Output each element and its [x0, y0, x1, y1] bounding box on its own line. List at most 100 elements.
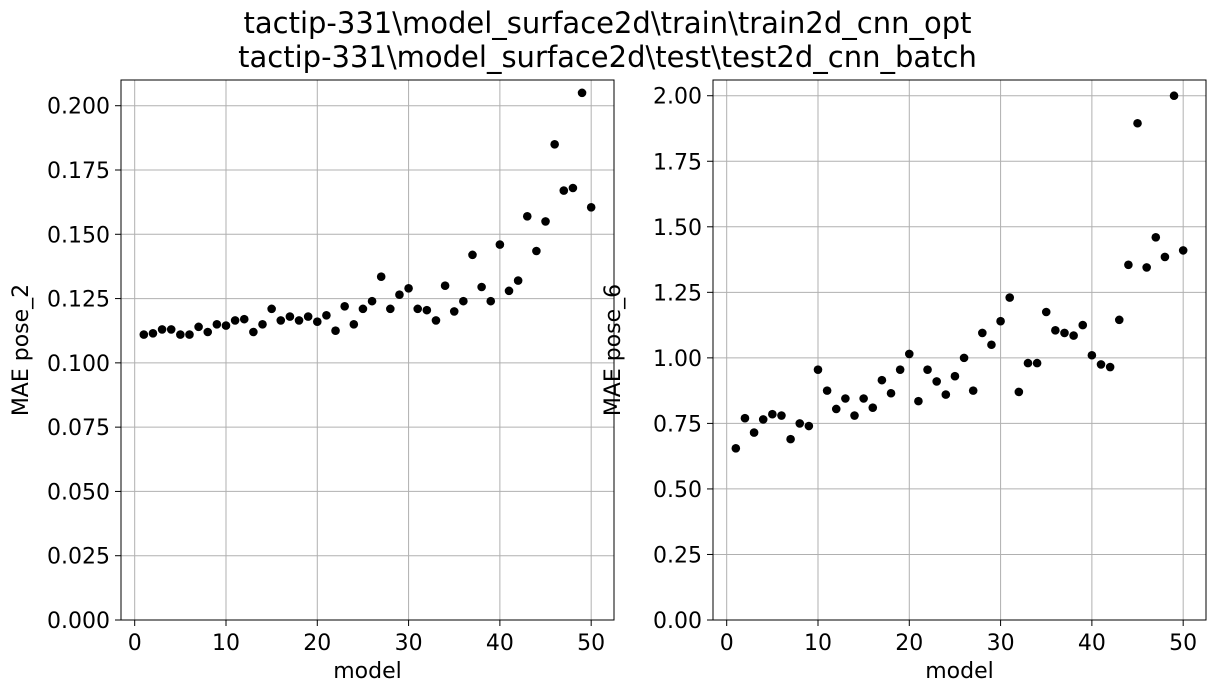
left-data-point — [203, 327, 213, 337]
left-data-point — [166, 325, 176, 334]
right-data-point — [740, 413, 750, 423]
right-data-point — [768, 409, 777, 419]
right-data-point — [904, 349, 914, 359]
right-data-point — [1114, 315, 1124, 325]
left-data-point — [404, 283, 413, 293]
left-data-point — [504, 286, 514, 296]
right-y-tick-label: 0.50 — [653, 478, 702, 503]
left-data-point — [413, 304, 423, 314]
right-data-point — [914, 396, 923, 406]
left-y-tick-label: 0.125 — [47, 288, 110, 313]
right-data-point — [804, 421, 814, 431]
left-data-point — [386, 304, 395, 314]
left-data-point — [285, 312, 295, 321]
left-y-tick-label: 0.100 — [47, 352, 110, 377]
right-data-point — [777, 411, 786, 420]
left-data-point — [367, 296, 377, 306]
right-data-point — [895, 365, 905, 374]
left-y-tick-label: 0.075 — [47, 416, 110, 441]
left-data-point — [422, 305, 432, 315]
left-y-axis-label: MAE pose_2 — [9, 284, 34, 416]
right-y-tick-label: 1.50 — [653, 216, 702, 241]
right-plot-frame — [712, 79, 1207, 621]
right-data-point — [1178, 246, 1188, 255]
left-data-point — [431, 316, 441, 325]
left-data-point — [194, 322, 203, 332]
left-x-tick-label: 40 — [486, 631, 514, 656]
right-data-point — [850, 411, 859, 420]
left-chart-panel: 0 10 20 30 40 50 0.000 0.025 0.050 0.075 0.100 0.12… — [9, 79, 615, 684]
right-data-point — [932, 377, 941, 386]
right-data-point — [1105, 362, 1115, 372]
left-data-point — [294, 316, 304, 325]
right-data-point — [886, 388, 896, 398]
right-y-tick-label: 0.00 — [653, 609, 702, 634]
left-data-point — [550, 139, 559, 149]
right-data-point — [1169, 91, 1179, 101]
right-data-point — [831, 404, 841, 414]
right-data-point — [813, 365, 823, 374]
right-data-point — [1151, 232, 1161, 242]
left-data-point — [139, 330, 149, 339]
right-y-axis-label: MAE pose_6 — [601, 284, 626, 416]
right-x-axis-label: model — [925, 659, 994, 684]
right-data-point — [1078, 320, 1088, 330]
left-data-point — [176, 330, 185, 339]
left-data-point — [303, 312, 313, 321]
left-data-point — [468, 250, 477, 260]
right-data-point — [978, 328, 987, 338]
left-data-point — [568, 183, 578, 193]
right-data-point — [1060, 328, 1069, 338]
right-data-point — [941, 390, 951, 399]
right-data-point — [795, 419, 805, 428]
right-data-point — [987, 340, 996, 350]
left-data-point — [221, 321, 231, 330]
left-data-point — [322, 310, 331, 320]
left-data-point — [331, 326, 340, 336]
left-data-point — [586, 202, 596, 212]
left-x-tick-label: 30 — [395, 631, 423, 656]
left-y-tick-label: 0.200 — [47, 95, 110, 120]
left-data-point — [577, 88, 587, 98]
right-data-point — [1032, 358, 1042, 368]
left-data-point — [185, 330, 194, 339]
right-x-tick-label: 30 — [987, 631, 1015, 656]
left-data-point — [212, 319, 222, 329]
left-data-point — [395, 290, 404, 300]
left-data-point — [495, 240, 505, 249]
right-data-point — [1069, 331, 1078, 340]
right-data-point — [996, 316, 1005, 326]
left-y-tick-label: 0.175 — [47, 159, 110, 184]
right-data-point — [731, 444, 741, 453]
right-data-point — [968, 386, 978, 395]
right-x-tick-label: 20 — [895, 631, 923, 656]
left-y-tick-label: 0.050 — [47, 480, 110, 505]
right-data-point — [1133, 118, 1142, 128]
right-data-point — [1124, 260, 1133, 270]
left-data-point — [440, 281, 450, 291]
right-data-point — [923, 365, 932, 374]
left-data-point — [477, 282, 486, 292]
left-data-point — [358, 304, 368, 314]
left-plot-frame — [120, 79, 615, 621]
right-y-tick-label: 0.25 — [653, 543, 702, 568]
right-data-point — [1142, 263, 1151, 272]
left-data-point — [148, 328, 158, 338]
left-data-point — [258, 319, 267, 329]
left-y-tick-label: 0.000 — [47, 609, 110, 634]
left-data-point — [312, 317, 322, 327]
right-chart-panel: 0 10 20 30 40 50 0.00 0.25 0.50 0.75 1.00 1.25 1.50 1… — [601, 79, 1207, 684]
left-data-point — [513, 276, 523, 285]
left-x-axis-label: model — [333, 659, 402, 684]
right-x-tick-label: 50 — [1169, 631, 1197, 656]
right-y-tick-label: 1.00 — [653, 347, 702, 372]
right-data-point — [859, 394, 868, 403]
right-data-point — [1087, 350, 1097, 360]
right-data-point — [758, 415, 768, 424]
left-data-point — [376, 272, 386, 282]
left-data-point — [349, 319, 359, 329]
right-data-point — [1014, 387, 1024, 397]
left-data-point — [486, 296, 496, 306]
left-data-point — [532, 246, 541, 256]
left-data-point — [449, 307, 459, 316]
